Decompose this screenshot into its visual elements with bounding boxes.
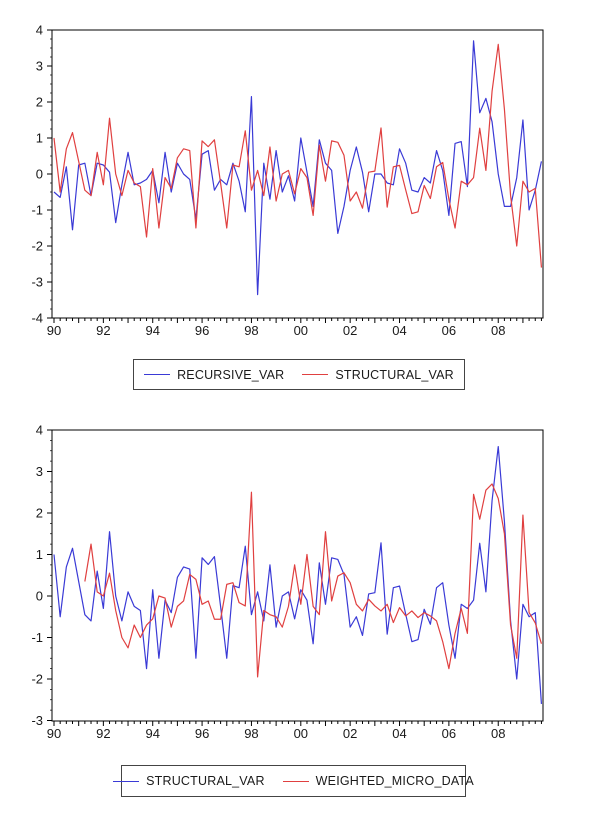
svg-text:-2: -2 <box>31 239 43 254</box>
svg-text:90: 90 <box>47 323 61 338</box>
svg-text:06: 06 <box>442 323 456 338</box>
svg-text:08: 08 <box>491 323 505 338</box>
svg-text:96: 96 <box>195 726 209 741</box>
svg-text:2: 2 <box>36 95 43 110</box>
series-line-weighted_micro_data <box>84 483 543 678</box>
legend-label-structural-var-bottom: STRUCTURAL_VAR <box>146 774 265 788</box>
legend-item-structural-var-top: STRUCTURAL_VAR <box>302 368 454 382</box>
svg-text:0: 0 <box>36 167 43 182</box>
line-chart-top: 4 3 2 1 0 -1 -2 -3 -4 90 92 94 96 98 00 02 04 06 08 <box>31 23 544 338</box>
svg-text:-3: -3 <box>31 713 43 728</box>
svg-text:94: 94 <box>145 323 159 338</box>
svg-text:94: 94 <box>145 726 159 741</box>
blue-line-swatch <box>113 780 140 782</box>
svg-text:04: 04 <box>392 726 406 741</box>
series-line-structural_var <box>53 445 543 704</box>
svg-text:98: 98 <box>244 323 258 338</box>
svg-text:98: 98 <box>244 726 258 741</box>
series-line-structural_var <box>53 43 543 268</box>
svg-text:4: 4 <box>36 23 43 38</box>
svg-text:-2: -2 <box>31 672 43 687</box>
red-line-swatch <box>282 780 309 782</box>
series-line-recursive_var <box>53 40 543 296</box>
svg-text:96: 96 <box>195 323 209 338</box>
svg-text:02: 02 <box>343 323 357 338</box>
svg-text:3: 3 <box>36 464 43 479</box>
legend-label-weighted-micro-data: WEIGHTED_MICRO_DATA <box>315 774 474 788</box>
svg-text:3: 3 <box>36 59 43 74</box>
legend-item-weighted-micro-data: WEIGHTED_MICRO_DATA <box>282 774 474 788</box>
line-chart-bottom: 4 3 2 1 0 -1 -2 -3 90 92 94 96 98 00 02 04 06 08 <box>31 423 544 741</box>
svg-text:00: 00 <box>294 323 308 338</box>
blue-line-swatch <box>144 374 171 375</box>
svg-text:4: 4 <box>36 423 43 438</box>
svg-text:-1: -1 <box>31 203 43 218</box>
legend-item-recursive-var: RECURSIVE_VAR <box>144 368 284 382</box>
legend-label-recursive-var: RECURSIVE_VAR <box>177 367 285 382</box>
svg-text:-3: -3 <box>31 275 43 290</box>
svg-text:90: 90 <box>47 726 61 741</box>
svg-text:1: 1 <box>36 547 43 562</box>
svg-text:92: 92 <box>96 726 110 741</box>
legend-label-structural-var-top: STRUCTURAL_VAR <box>335 367 454 382</box>
legend-top: RECURSIVE_VAR STRUCTURAL_VAR <box>133 359 465 390</box>
svg-text:1: 1 <box>36 131 43 146</box>
svg-text:06: 06 <box>442 726 456 741</box>
legend-item-structural-var-bottom: STRUCTURAL_VAR <box>113 774 265 788</box>
svg-text:00: 00 <box>294 726 308 741</box>
svg-text:04: 04 <box>392 323 406 338</box>
svg-text:08: 08 <box>491 726 505 741</box>
svg-text:0: 0 <box>36 589 43 604</box>
svg-text:-4: -4 <box>31 311 43 326</box>
legend-bottom: STRUCTURAL_VAR WEIGHTED_MICRO_DATA <box>113 765 474 797</box>
svg-text:02: 02 <box>343 726 357 741</box>
svg-text:-1: -1 <box>31 630 43 645</box>
svg-text:92: 92 <box>96 323 110 338</box>
svg-text:2: 2 <box>36 506 43 521</box>
red-line-swatch <box>302 374 329 375</box>
